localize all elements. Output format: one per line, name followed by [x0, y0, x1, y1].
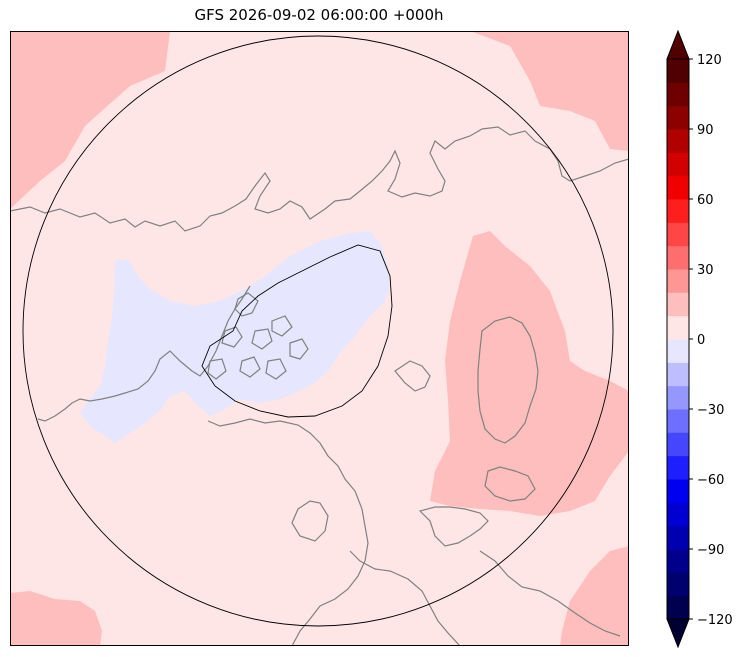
coastline-iceland	[484, 466, 536, 502]
colorbar-segment	[667, 409, 689, 433]
coastline-arctic-islands	[207, 292, 309, 380]
anomaly-region-northwest	[10, 31, 170, 209]
negative-anomaly-regions	[80, 231, 390, 443]
coastline-canada	[207, 418, 369, 646]
colorbar-tick-label: 30	[697, 263, 714, 278]
positive-anomaly-regions	[10, 31, 629, 646]
coastlines	[10, 126, 629, 646]
colorbar-tick-label: 60	[697, 193, 714, 208]
colorbar-tick-label: −120	[697, 613, 733, 628]
coastline-greenland	[477, 316, 539, 444]
coastline-north-america	[37, 285, 251, 422]
colorbar-over-triangle	[666, 29, 690, 60]
colorbar-segment	[667, 315, 689, 340]
colorbar-segment	[667, 479, 689, 503]
colorbar-segment	[667, 59, 689, 83]
coastline-europe-south	[479, 550, 621, 637]
colorbar-segment	[667, 152, 689, 177]
colorbar-segment	[667, 525, 689, 550]
colorbar-tick-label: 120	[697, 53, 722, 68]
coastline-scandinavia	[418, 506, 489, 547]
anomaly-region-southeast	[560, 546, 629, 646]
colorbar-segment	[667, 129, 689, 153]
colorbar-segment	[667, 432, 689, 457]
colorbar-segment	[667, 245, 689, 270]
colorbar-ticks: −120 −90 −60 −30 0 30 60 90 120	[689, 53, 733, 628]
colorbar: −120 −90 −60 −30 0 30 60 90 120	[666, 29, 733, 649]
colorbar-segment	[667, 595, 689, 620]
colorbar-tick-label: −60	[697, 473, 724, 488]
anomaly-region-greenland	[430, 231, 629, 516]
colorbar-segment	[667, 362, 689, 387]
colorbar-tick-label: −30	[697, 403, 724, 418]
colorbar-segment	[667, 175, 689, 200]
colorbar-segment	[667, 292, 689, 317]
anomaly-region-southwest	[10, 591, 102, 646]
colorbar-tick-label: 90	[697, 123, 714, 138]
colorbar-under-triangle	[666, 618, 690, 649]
coastline-mediterranean	[349, 550, 461, 646]
colorbar-segment	[667, 105, 689, 130]
colorbar-segment	[667, 82, 689, 107]
coastline-eurasia	[10, 126, 629, 232]
colorbar-segment	[667, 199, 689, 223]
map-frame	[10, 31, 629, 646]
arctic-circle	[201, 244, 393, 418]
polar-map[interactable]	[10, 31, 629, 646]
colorbar-segments	[667, 59, 689, 620]
colorbar-segment	[667, 572, 689, 597]
latitude-boundary-circle	[22, 35, 614, 627]
colorbar-segment	[667, 549, 689, 573]
coastline-hudson	[291, 500, 329, 542]
colorbar-segment	[667, 269, 689, 293]
anomaly-region-arctic	[80, 231, 390, 443]
colorbar-segment	[667, 222, 689, 247]
colorbar-segment	[667, 455, 689, 480]
coastline-siberia-east	[394, 360, 431, 392]
colorbar-segment	[667, 339, 689, 363]
map-title: GFS 2026-09-02 06:00:00 +000h	[194, 6, 444, 24]
colorbar-segment	[667, 385, 689, 410]
colorbar-tick-label: −90	[697, 543, 724, 558]
anomaly-region-northeast	[470, 31, 629, 151]
colorbar-tick-label: 0	[697, 333, 705, 348]
colorbar-segment	[667, 502, 689, 527]
